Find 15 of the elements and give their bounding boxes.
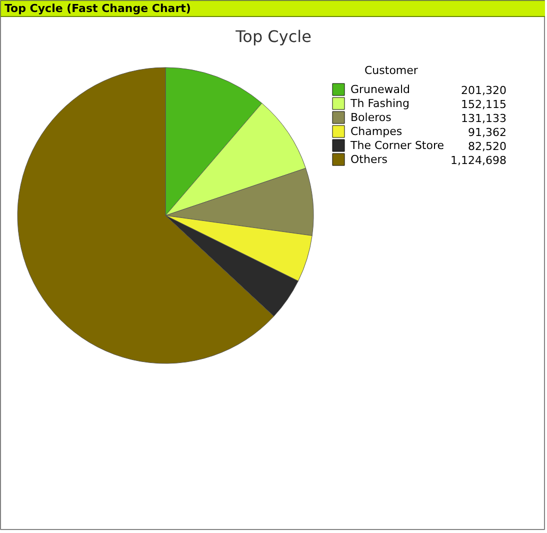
data-label: 82,520 — [468, 140, 507, 153]
legend-label: The Corner Store — [350, 139, 444, 152]
data-label: 201,320 — [461, 84, 507, 97]
legend-label: Grunewald — [350, 83, 410, 96]
data-label: 1,124,698 — [450, 154, 506, 167]
data-label: 91,362 — [468, 126, 507, 139]
legend-label: Th Fashing — [350, 97, 410, 110]
data-label: 152,115 — [461, 98, 507, 111]
legend-title: Customer — [364, 64, 418, 77]
legend-label: Others — [350, 153, 388, 166]
legend-label: Boleros — [350, 111, 392, 124]
legend-label: Champes — [350, 125, 402, 138]
data-label: 131,133 — [461, 112, 507, 125]
text: Top Cycle (Fast Change Chart) — [4, 2, 191, 15]
chart-title: Top Cycle — [234, 27, 312, 46]
